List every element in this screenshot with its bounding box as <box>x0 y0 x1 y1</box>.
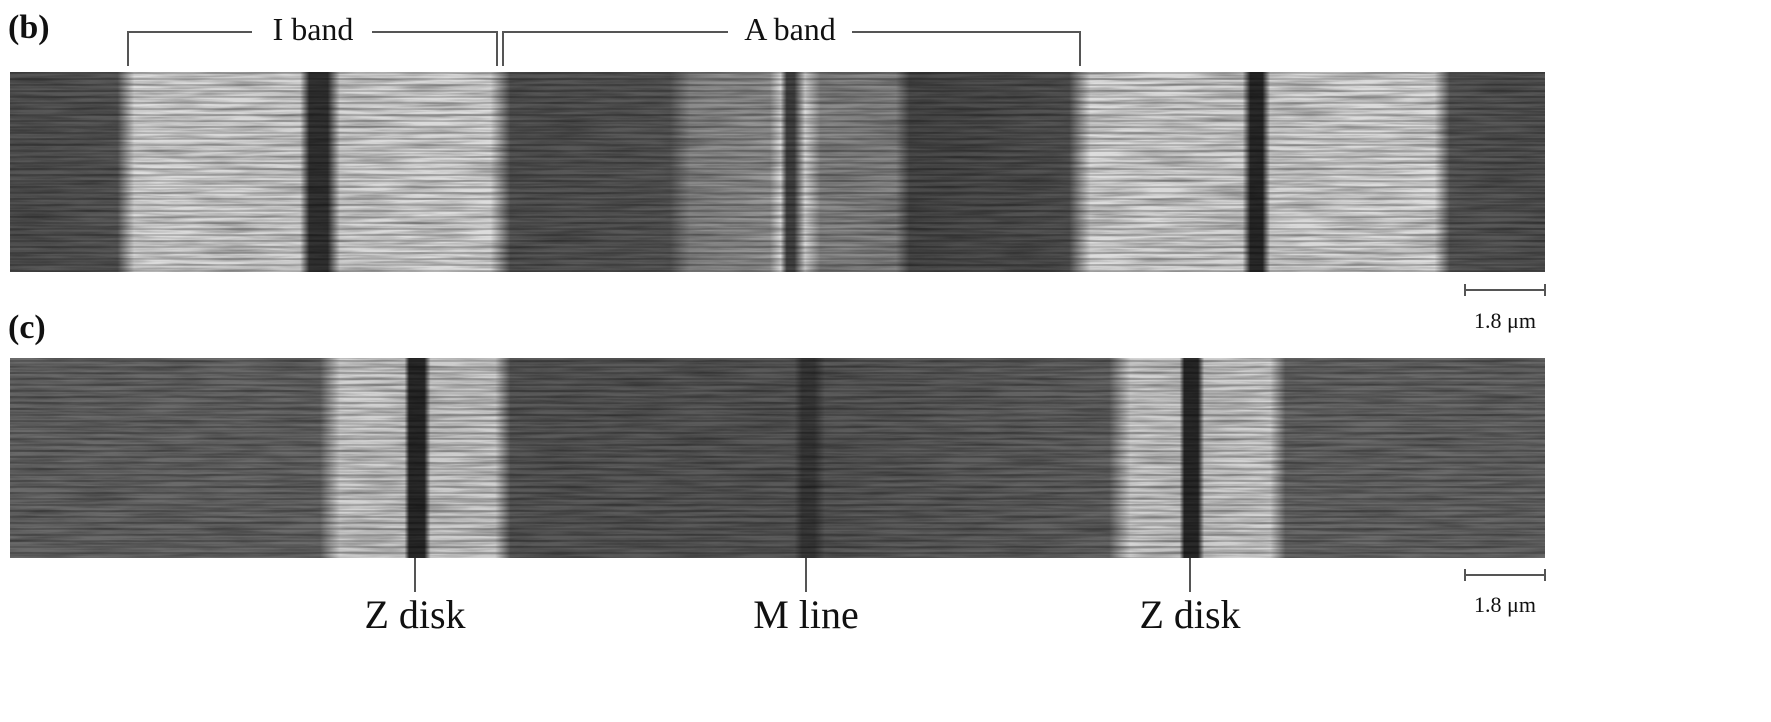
bracket-label: A band <box>744 11 836 47</box>
micrograph <box>10 358 1545 558</box>
panel-label: (c) <box>8 309 46 346</box>
marker-label: Z disk <box>1139 592 1240 637</box>
marker-label: Z disk <box>364 592 465 637</box>
scale-bar <box>1465 284 1545 296</box>
bracket-label: I band <box>273 11 354 47</box>
scale-bar <box>1465 569 1545 581</box>
figure: (b) I band A band 1.8 μm (c) Z disk M li… <box>0 0 1771 717</box>
scale-bar-label: 1.8 μm <box>1474 592 1536 617</box>
micrograph-noise <box>10 358 1545 558</box>
micrograph-noise <box>10 72 1545 272</box>
panel-label: (b) <box>8 9 50 46</box>
micrograph <box>10 72 1545 272</box>
marker-label: M line <box>753 592 859 637</box>
scale-bar-label: 1.8 μm <box>1474 308 1536 333</box>
